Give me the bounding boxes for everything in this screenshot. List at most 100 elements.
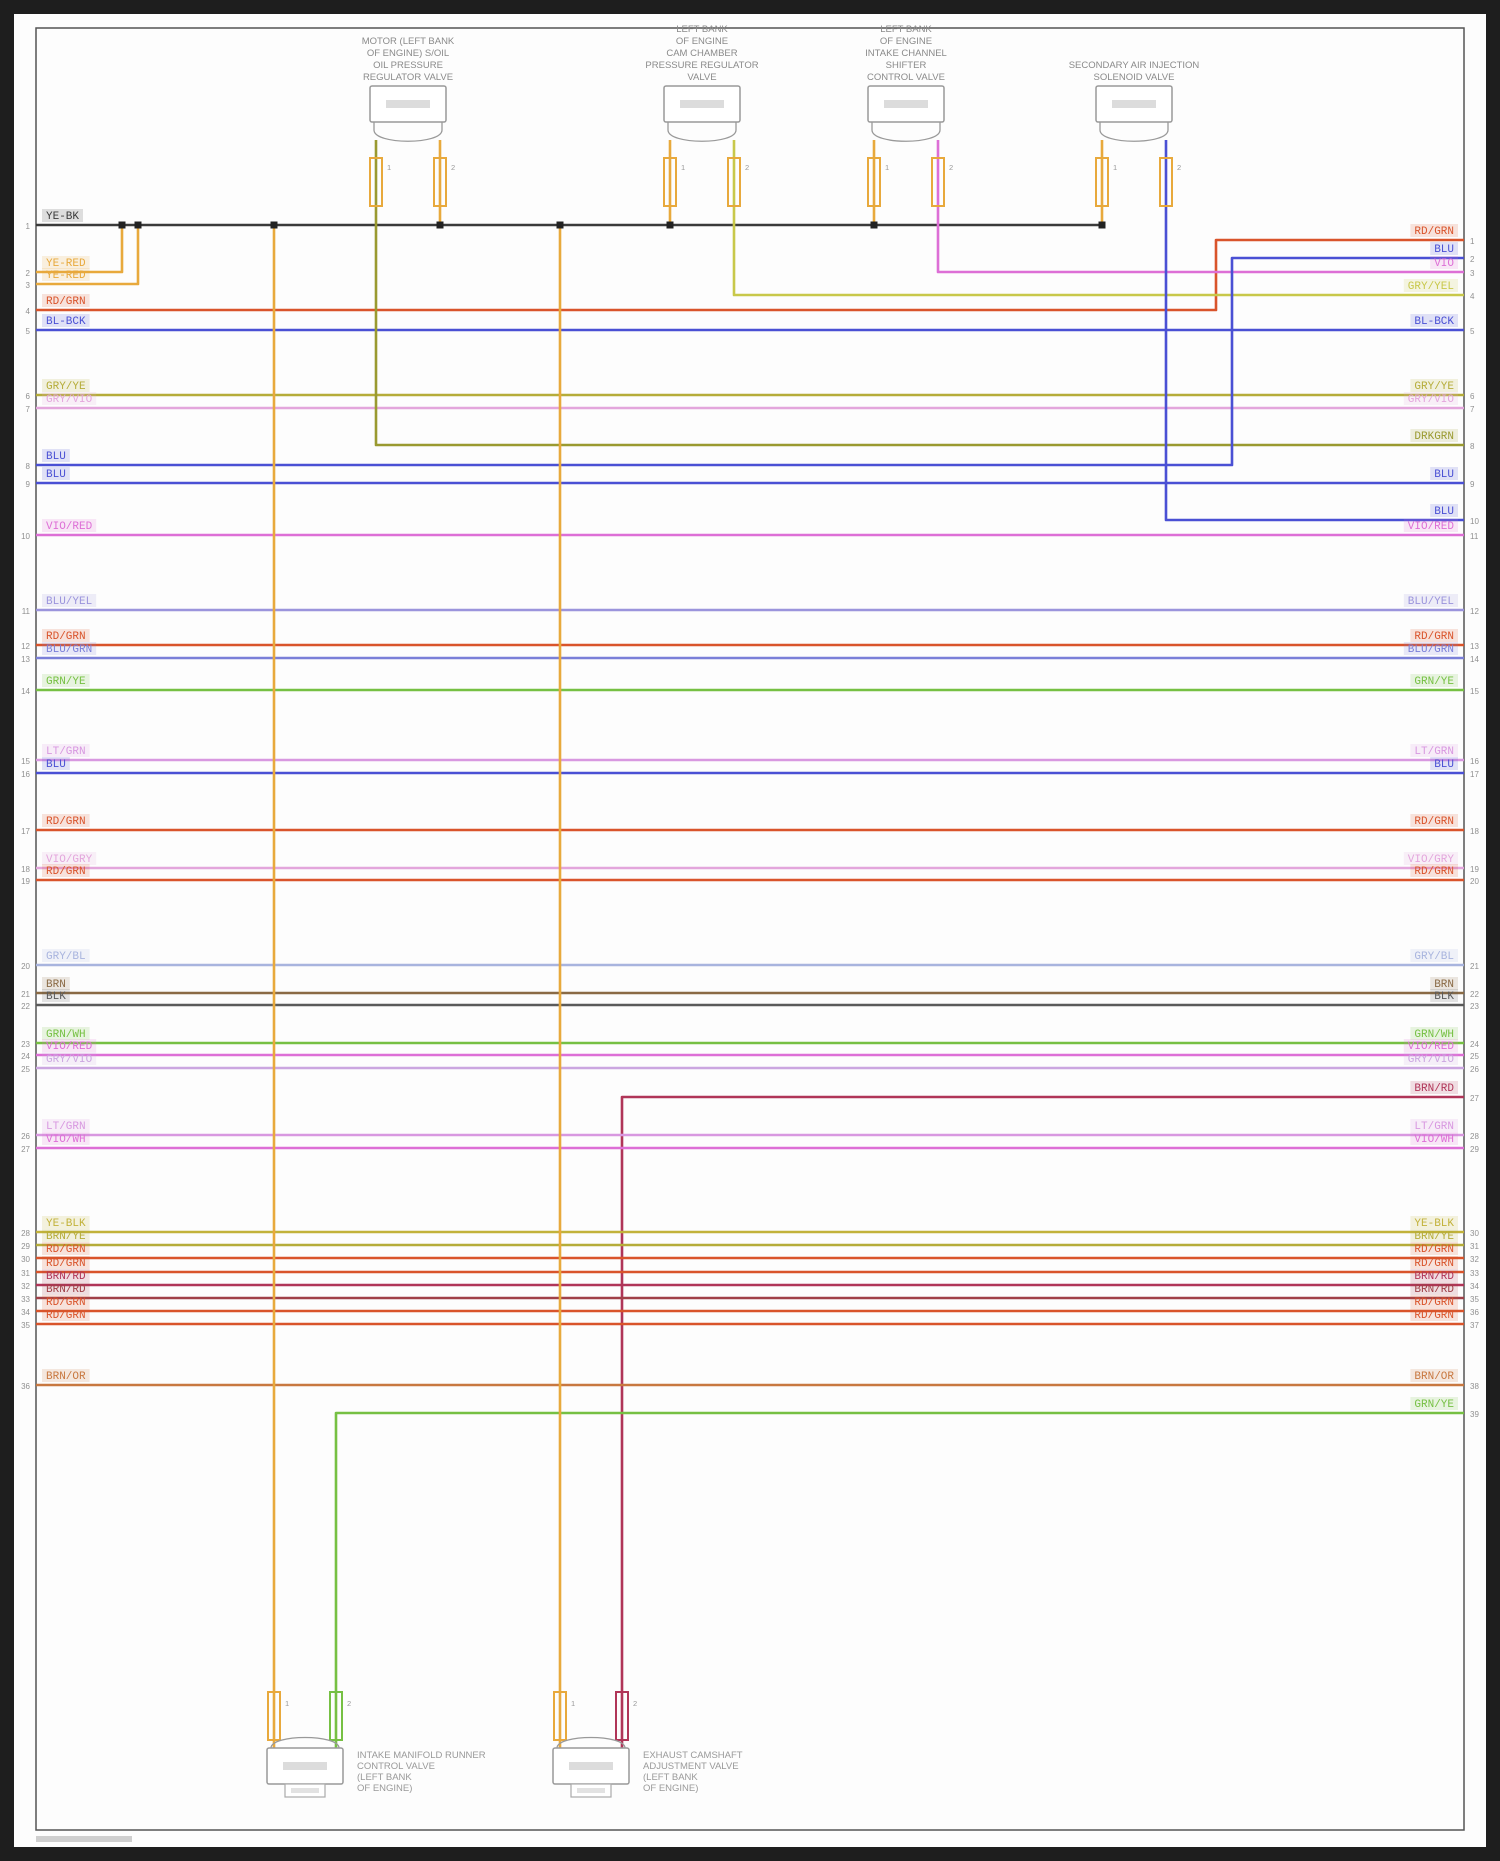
junction-dot: [870, 221, 878, 229]
pin-number-right: 29: [1470, 1145, 1479, 1154]
wire-label-right-ye-blk: YE-BLK: [1414, 1218, 1454, 1230]
wire-label-bg: [42, 209, 83, 222]
wire-label-right-gry-ye: GRY/YE: [1414, 381, 1454, 393]
pin-number: 2: [633, 1699, 637, 1708]
pin-box: [867, 157, 881, 207]
wire-drkgrn: [374, 140, 1464, 447]
wire-label-bg: [1403, 279, 1458, 292]
wire-label-bg: [42, 594, 97, 607]
component-label-line: LEFT BANK: [676, 24, 728, 35]
wire-label-right-vio-gry: VIO/GRY: [1408, 854, 1455, 866]
pin-number-right: 30: [1470, 1229, 1479, 1238]
pin-number-left: 27: [21, 1145, 30, 1154]
wire-label-left-gry-bl: GRY/BL: [46, 951, 86, 963]
wire-label-bg: [42, 1256, 90, 1269]
pin-number-left: 26: [21, 1132, 30, 1141]
pin-number-right: 20: [1470, 877, 1479, 886]
wire-label-right-grn-wh: GRN/WH: [1414, 1029, 1454, 1041]
wire-label-bg: [1410, 629, 1458, 642]
wire-label-right-vio-red-2: VIO/RED: [1408, 1041, 1455, 1053]
component-label-line: ADJUSTMENT VALVE: [643, 1761, 739, 1772]
pin-number-left: 9: [26, 480, 31, 489]
pin-number: 1: [885, 163, 889, 172]
wire-label-right-gry-yel: GRY/YEL: [1408, 281, 1454, 293]
wire-labels: YE-BK 1 YE-RED 2 YE-RED 3 RD/GRN 4 RD/GRN 1 BL-BCK…: [21, 209, 1479, 1419]
component-code-smudge: [1112, 100, 1156, 108]
wire-label-bg: [1430, 504, 1458, 517]
wire-label-bg: [1410, 1295, 1458, 1308]
wire-label-right-bl-bck: BL-BCK: [1414, 316, 1454, 328]
wire-label-bg: [1410, 1119, 1458, 1132]
wire-label-left-lt-grn-1: LT/GRN: [46, 746, 86, 758]
wire-label-right-brn-rd-drop: BRN/RD: [1414, 1083, 1454, 1095]
wire-label-bg: [42, 949, 90, 962]
pin-number: 1: [681, 163, 685, 172]
wire-label-left-ye-blk: YE-BLK: [46, 1218, 86, 1230]
pin-number-right: 17: [1470, 770, 1479, 779]
pin-number: 1: [571, 1699, 575, 1708]
pin-number-left: 20: [21, 962, 30, 971]
junction-dot: [1098, 221, 1106, 229]
pin-number-right: 8: [1470, 442, 1475, 451]
wire-label-bg: [1403, 392, 1458, 405]
wire-label-bg: [1403, 642, 1458, 655]
wire-label-left-gry-vio: GRY/VIO: [46, 394, 93, 406]
wire-label-right-lt-grn-2: LT/GRN: [1414, 1121, 1454, 1133]
pin-box: [663, 157, 677, 207]
diagram-frame: [35, 27, 1465, 1831]
component-code-smudge: [386, 100, 430, 108]
wire-brn-rd-drop: [620, 1095, 1464, 1748]
wire-gry-yel: [732, 140, 1464, 297]
component-code-smudge: [569, 1762, 613, 1770]
wire-label-bg: [1430, 242, 1458, 255]
wire-label-bg: [1410, 224, 1458, 237]
pin-number-right: 7: [1470, 405, 1475, 414]
wire-label-right-blu-3: BLU: [1434, 506, 1454, 518]
wire-label-left-gry-vio-2: GRY/VIO: [46, 1054, 93, 1066]
wire-label-left-ye-red-b: YE-RED: [46, 270, 86, 282]
pin-number-left: 18: [21, 865, 30, 874]
pin-number-right: 21: [1470, 962, 1479, 971]
wire-label-left-blu-4: BLU: [46, 759, 66, 771]
pin-number-left: 12: [21, 642, 30, 651]
wire-label-bg: [1410, 1256, 1458, 1269]
wire-label-bg: [1410, 1216, 1458, 1229]
junction-dot: [666, 221, 674, 229]
component-label-line: INTAKE CHANNEL: [865, 48, 947, 59]
component-bracket: [667, 122, 737, 142]
pin-number-right: 33: [1470, 1269, 1479, 1278]
pin-number: 1: [285, 1699, 289, 1708]
component-label-line: SECONDARY AIR INJECTION: [1069, 60, 1200, 71]
wire-label-bg: [42, 1308, 90, 1321]
wire-label-right-vio: VIO: [1434, 258, 1454, 270]
wire-label-left-brn-rd-2: BRN/RD: [46, 1284, 86, 1296]
wire-grn-drop: [334, 1411, 1464, 1748]
wire-label-bg: [1410, 814, 1458, 827]
component-label-line: INTAKE MANIFOLD RUNNER: [357, 1750, 486, 1761]
component-label-line: REGULATOR VALVE: [363, 72, 453, 83]
wire-label-bg: [42, 1132, 90, 1145]
component-bracket: [270, 1736, 340, 1749]
wire-label-bg: [1403, 594, 1458, 607]
pin-number-left: 10: [21, 532, 30, 541]
wire-vio: [936, 140, 1464, 274]
wire-label-right-gry-vio: GRY/VIO: [1408, 394, 1455, 406]
component-label-line: OIL PRESSURE: [373, 60, 443, 71]
wire-label-right-brn-ye: BRN/YE: [1414, 1231, 1454, 1243]
wire-label-bg: [1430, 989, 1458, 1002]
pin-number-left: 30: [21, 1255, 30, 1264]
wire-label-bg: [1403, 852, 1458, 865]
pin-number-right: 4: [1470, 292, 1475, 301]
pin-box: [931, 157, 945, 207]
pin-number-right: 1: [1470, 237, 1475, 246]
pin-box: [369, 157, 383, 207]
wire-label-bg: [1410, 314, 1458, 327]
wire-label-bg: [42, 852, 97, 865]
component-label-line: PRESSURE REGULATOR: [645, 60, 758, 71]
pin-number: 2: [745, 163, 749, 172]
